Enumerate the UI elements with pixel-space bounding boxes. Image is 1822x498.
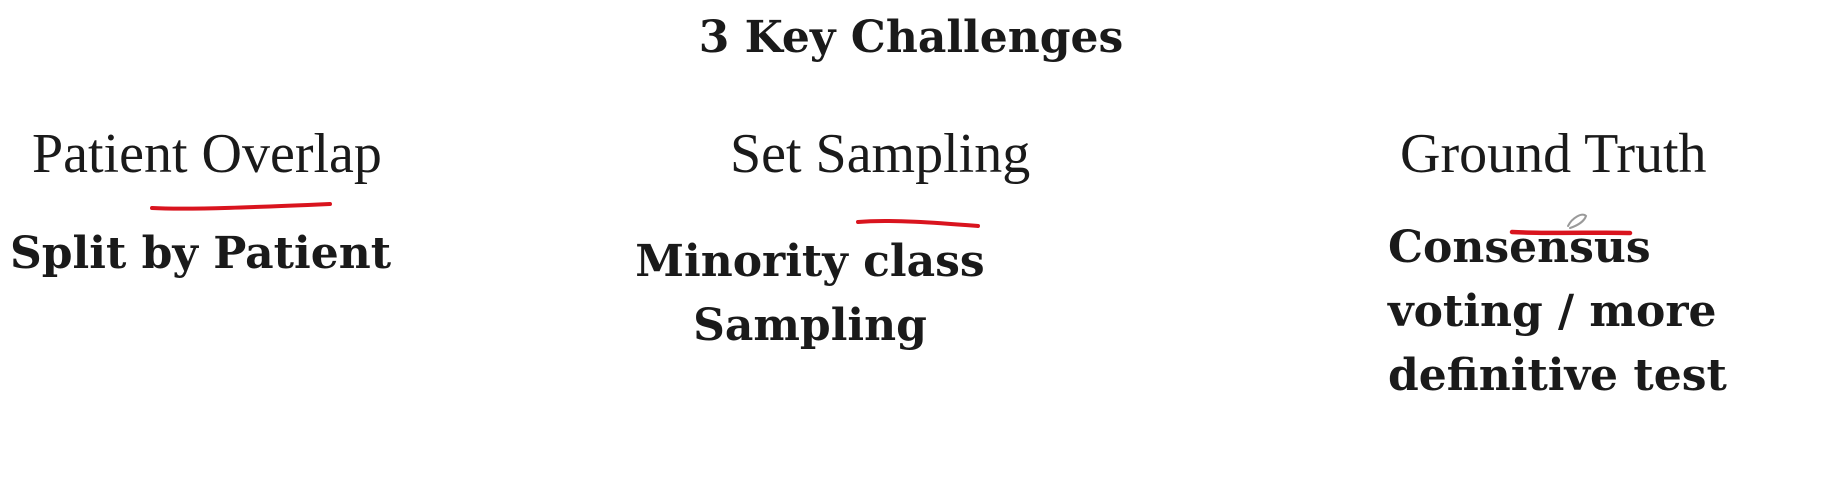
challenge-solution: Split by Patient bbox=[10, 222, 391, 286]
solution-line: Split by Patient bbox=[10, 228, 392, 279]
challenge-set-sampling: Set Sampling Minority class Sampling bbox=[600, 0, 1160, 498]
challenge-solution: Consensus voting / more definitive test bbox=[1388, 216, 1727, 408]
challenge-solution: Minority class Sampling bbox=[600, 230, 1020, 358]
solution-line: Sampling bbox=[693, 300, 927, 351]
challenge-heading: Set Sampling bbox=[730, 123, 1031, 185]
slide-title: 3 Key Challenges bbox=[698, 12, 1124, 63]
solution-line: Minority class bbox=[635, 236, 985, 287]
challenge-heading: Patient Overlap bbox=[32, 123, 382, 185]
solution-line: Consensus bbox=[1388, 222, 1651, 273]
challenge-heading: Ground Truth bbox=[1400, 123, 1707, 185]
solution-line: voting / more bbox=[1388, 286, 1717, 337]
solution-line: definitive test bbox=[1388, 350, 1727, 401]
challenge-ground-truth: Ground Truth Consensus voting / more def… bbox=[1180, 0, 1820, 498]
challenge-patient-overlap: Patient Overlap Split by Patient bbox=[0, 0, 560, 498]
